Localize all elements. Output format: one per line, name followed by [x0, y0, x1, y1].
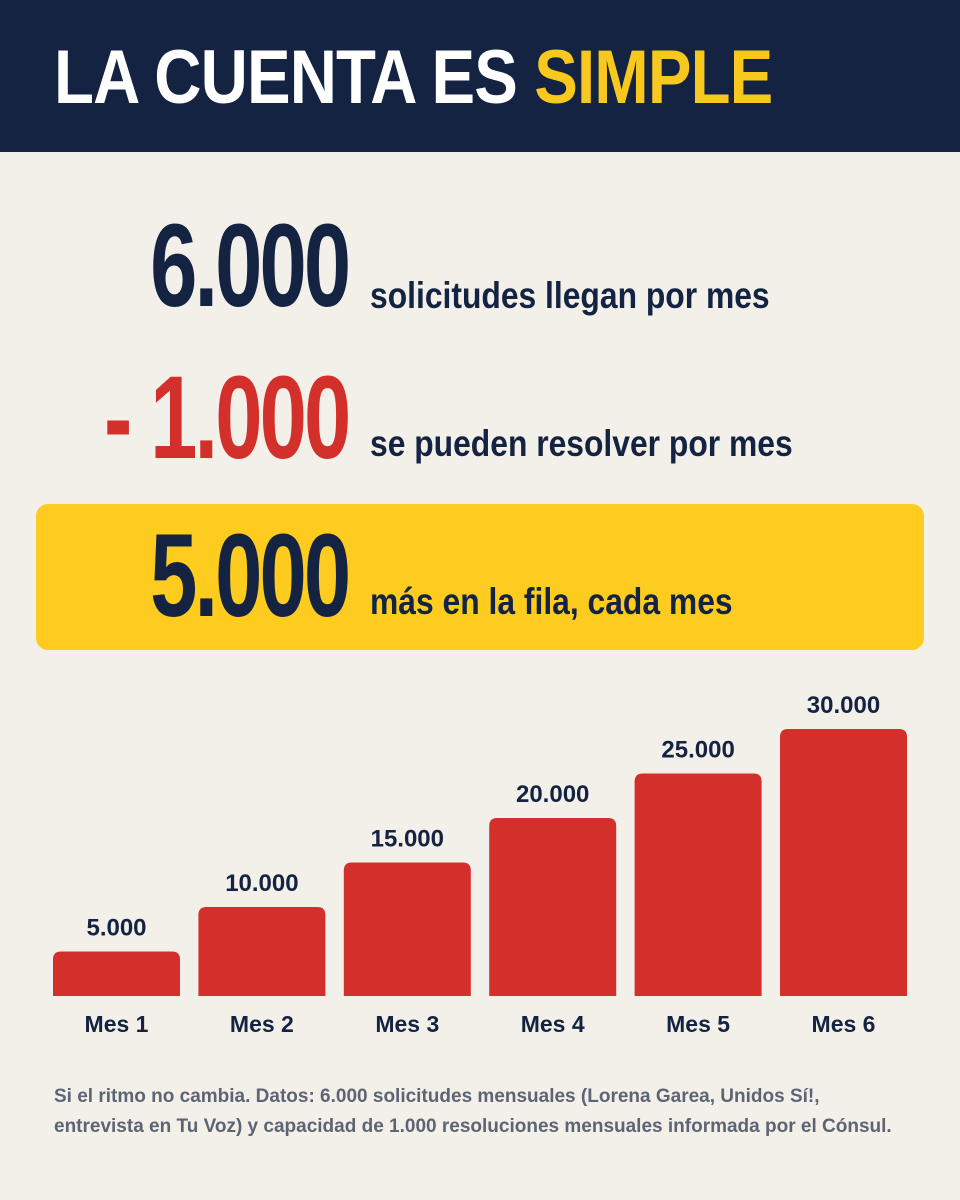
backlog-bar-chart: 5.000 Mes 1 10.000 Mes 2 15.000 Mes 3 20.000 Me…: [53, 692, 907, 1037]
result-row: 5.000 más en la fila, cada mes: [0, 516, 960, 636]
category-label-5: Mes 5: [666, 1011, 730, 1037]
bar-4: [489, 818, 617, 996]
bar-value-label-6: 30.000: [807, 692, 880, 719]
category-label-1: Mes 1: [85, 1011, 149, 1037]
bar-value-label-5: 25.000: [661, 737, 734, 764]
footnote: Si el ritmo no cambia. Datos: 6.000 soli…: [54, 1086, 892, 1137]
result-number: 5.000: [149, 510, 351, 642]
title-main: LA CUENTA ES: [54, 35, 518, 120]
bar-value-label-2: 10.000: [225, 870, 298, 897]
result-highlight-box: [36, 504, 924, 650]
bar-value-label-4: 20.000: [516, 781, 589, 808]
bar-1: [53, 951, 180, 996]
title-accent: SIMPLE: [534, 35, 773, 120]
bar-value-label-3: 15.000: [371, 826, 444, 853]
result-text: más en la fila, cada mes: [370, 581, 733, 622]
incoming-number: 6.000: [149, 200, 351, 332]
category-label-2: Mes 2: [230, 1011, 294, 1037]
category-label-6: Mes 6: [812, 1011, 876, 1037]
resolved-number: - 1.000: [103, 352, 351, 484]
resolved-row: - 1.000 se pueden resolver por mes: [0, 358, 960, 478]
category-label-4: Mes 4: [521, 1011, 585, 1037]
bar-6: [780, 729, 907, 996]
bar-3: [343, 862, 471, 996]
bar-5: [634, 773, 762, 996]
bar-value-label-1: 5.000: [86, 915, 146, 942]
incoming-row: 6.000 solicitudes llegan por mes: [0, 206, 960, 326]
header-banner: LA CUENTA ES SIMPLE: [0, 0, 960, 152]
page-title: LA CUENTA ES SIMPLE: [54, 35, 773, 120]
incoming-text: solicitudes llegan por mes: [370, 275, 770, 316]
resolved-text: se pueden resolver por mes: [370, 423, 793, 464]
bar-2: [198, 907, 326, 996]
category-label-3: Mes 3: [375, 1011, 439, 1037]
